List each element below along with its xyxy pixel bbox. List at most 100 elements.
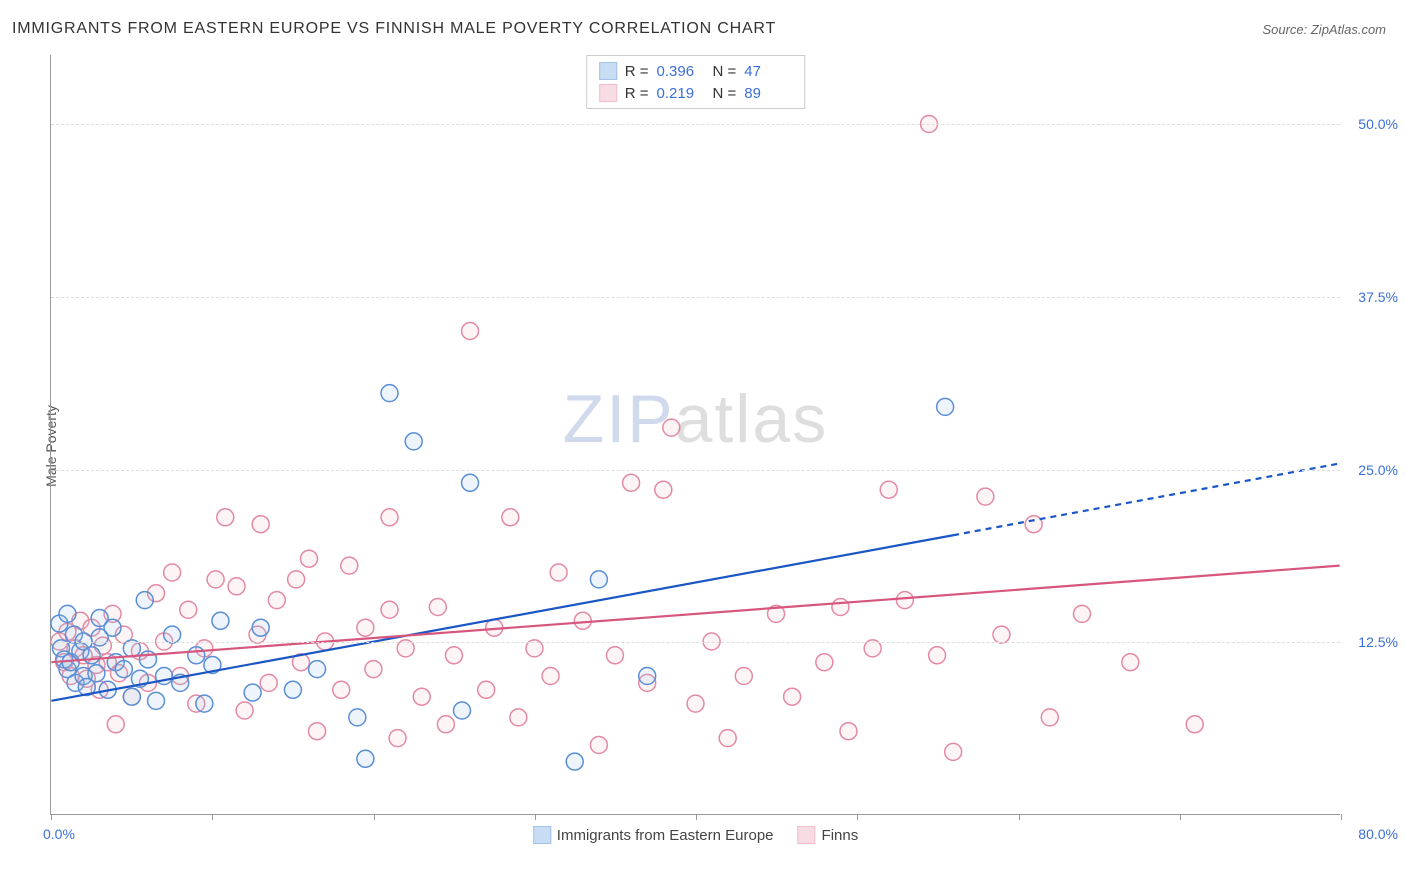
x-max-label: 80.0% [1358,826,1398,842]
pink-point [228,578,245,595]
pink-point [236,702,253,719]
pink-point [381,509,398,526]
blue-point [196,695,213,712]
blue-point [164,626,181,643]
pink-point [623,474,640,491]
pink-point [260,674,277,691]
gridline [51,642,1340,643]
chart-svg [51,55,1340,814]
pink-point [217,509,234,526]
blue-point [284,681,301,698]
legend-stats-row-pink: R = 0.219N = 89 [599,82,793,104]
pink-point [784,688,801,705]
blue-point [104,619,121,636]
x-min-label: 0.0% [43,826,75,842]
pink-point [977,488,994,505]
pink-point [389,730,406,747]
pink-point [268,592,285,609]
blue-point [639,668,656,685]
x-tick [51,814,52,820]
y-tick-label: 25.0% [1348,462,1398,478]
legend-bottom: Immigrants from Eastern Europe Finns [533,826,858,844]
x-tick [1180,814,1181,820]
blue-point [462,474,479,491]
blue-point [349,709,366,726]
pink-point [207,571,224,588]
n-value: 89 [744,85,792,102]
r-label: R = [625,85,649,102]
pink-point [288,571,305,588]
pink-point [107,716,124,733]
pink-point [478,681,495,698]
blue-point [357,750,374,767]
pink-point [606,647,623,664]
pink-point [381,601,398,618]
pink-point [655,481,672,498]
pink-swatch-icon [798,826,816,844]
pink-point [840,723,857,740]
blue-point [252,619,269,636]
blue-point [309,661,326,678]
pink-point [735,668,752,685]
pink-point [880,481,897,498]
pink-point [301,550,318,567]
r-label: R = [625,63,649,80]
pink-point [164,564,181,581]
pink-point [550,564,567,581]
pink-point [574,612,591,629]
pink-point [590,737,607,754]
pink-point [333,681,350,698]
n-label: N = [713,63,737,80]
source-attribution: Source: ZipAtlas.com [1262,22,1386,37]
pink-point [1074,605,1091,622]
x-tick [696,814,697,820]
blue-point [123,688,140,705]
gridline [51,297,1340,298]
pink-point [1186,716,1203,733]
pink-point [929,647,946,664]
legend-stats-box: R = 0.396N = 47R = 0.219N = 89 [586,55,806,109]
pink-point [896,592,913,609]
pink-point [437,716,454,733]
blue-point [590,571,607,588]
blue-point [88,665,105,682]
legend-item-pink: Finns [798,826,859,844]
blue-point [566,753,583,770]
pink-point [816,654,833,671]
pink-point [445,647,462,664]
blue-point [59,605,76,622]
x-tick [212,814,213,820]
legend-item-blue: Immigrants from Eastern Europe [533,826,774,844]
pink-point [252,516,269,533]
pink-point [413,688,430,705]
blue-point [188,647,205,664]
blue-point [381,385,398,402]
pink-point [945,743,962,760]
x-tick [857,814,858,820]
plot-area: ZIPatlas R = 0.396N = 47R = 0.219N = 89 … [50,55,1340,815]
blue-trendline-extrapolated [953,463,1339,535]
pink-point [180,601,197,618]
gridline [51,124,1340,125]
blue-point [136,592,153,609]
blue-point [454,702,471,719]
legend-stats-row-blue: R = 0.396N = 47 [599,60,793,82]
pink-point [542,668,559,685]
r-value: 0.219 [657,85,705,102]
y-tick-label: 50.0% [1348,116,1398,132]
pink-point [510,709,527,726]
y-tick-label: 37.5% [1348,289,1398,305]
x-tick [1019,814,1020,820]
y-tick-label: 12.5% [1348,634,1398,650]
pink-point [1041,709,1058,726]
pink-swatch-icon [599,84,617,102]
pink-point [832,599,849,616]
pink-point [1122,654,1139,671]
pink-trendline [51,566,1339,663]
r-value: 0.396 [657,63,705,80]
gridline [51,470,1340,471]
blue-point [148,692,165,709]
x-tick [374,814,375,820]
chart-title: IMMIGRANTS FROM EASTERN EUROPE VS FINNIS… [12,20,776,38]
blue-point [83,647,100,664]
